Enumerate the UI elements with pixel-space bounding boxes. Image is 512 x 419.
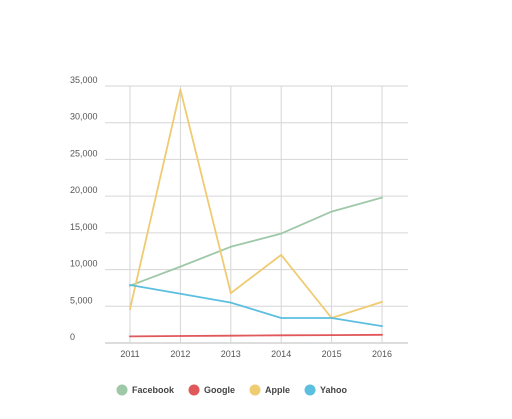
data-point-facebook <box>330 210 333 213</box>
data-point-yahoo <box>330 317 333 319</box>
data-point-yahoo <box>229 301 232 304</box>
data-point-facebook <box>229 245 232 248</box>
y-tick-label: 5,000 <box>70 295 93 305</box>
legend-label: Apple <box>265 385 290 395</box>
data-point-yahoo <box>179 292 182 295</box>
series-line-apple <box>129 88 383 319</box>
data-point-facebook <box>381 196 383 199</box>
series-line-yahoo <box>129 284 383 328</box>
axes: 0 5,000 10,000 15,000 20,000 25,000 30,000 35,0… <box>70 75 392 359</box>
y-tick-label: 20,000 <box>70 185 98 195</box>
data-point-yahoo <box>280 317 283 319</box>
data-point-yahoo <box>129 284 131 286</box>
legend-label: Google <box>204 385 235 395</box>
data-point-apple <box>229 292 232 294</box>
data-point-facebook <box>179 265 182 268</box>
data-point-apple <box>129 308 131 311</box>
x-tick-label: 2012 <box>170 349 190 359</box>
data-point-apple <box>280 253 283 256</box>
data-point-facebook <box>280 232 283 235</box>
data-point-google <box>129 335 131 338</box>
y-tick-label: 25,000 <box>70 148 98 158</box>
legend: Facebook Google Apple Yahoo <box>116 384 348 396</box>
legend-item-facebook[interactable]: Facebook <box>116 384 176 396</box>
data-point-google <box>330 334 333 336</box>
y-tick-label: 10,000 <box>70 259 98 269</box>
x-tick-label: 2015 <box>322 349 342 359</box>
data-point-google <box>280 334 283 337</box>
legend-swatch <box>249 384 261 396</box>
y-tick-label: 15,000 <box>70 222 98 232</box>
grid <box>105 85 408 344</box>
legend-label: Facebook <box>132 385 175 395</box>
legend-swatch <box>188 384 200 396</box>
legend-swatch <box>304 384 316 396</box>
data-point-google <box>381 333 383 336</box>
series-line-facebook <box>129 196 383 287</box>
data-point-google <box>229 334 232 337</box>
x-tick-label: 2016 <box>372 349 392 359</box>
legend-swatch <box>116 384 128 396</box>
legend-item-yahoo[interactable]: Yahoo <box>304 384 348 396</box>
data-point-apple <box>381 300 383 303</box>
x-tick-label: 2011 <box>120 349 139 359</box>
y-tick-label: 30,000 <box>70 112 98 122</box>
series <box>129 88 383 338</box>
y-tick-label: 0 <box>70 332 75 342</box>
data-point-google <box>179 335 182 337</box>
legend-label: Yahoo <box>320 385 348 395</box>
legend-item-apple[interactable]: Apple <box>249 384 291 396</box>
legend-item-google[interactable]: Google <box>188 384 236 396</box>
data-point-yahoo <box>381 325 383 328</box>
series-line-google <box>129 333 383 338</box>
x-tick-label: 2014 <box>271 349 291 359</box>
y-tick-label: 35,000 <box>70 75 98 85</box>
x-tick-label: 2013 <box>221 349 241 359</box>
data-point-apple <box>179 88 182 91</box>
